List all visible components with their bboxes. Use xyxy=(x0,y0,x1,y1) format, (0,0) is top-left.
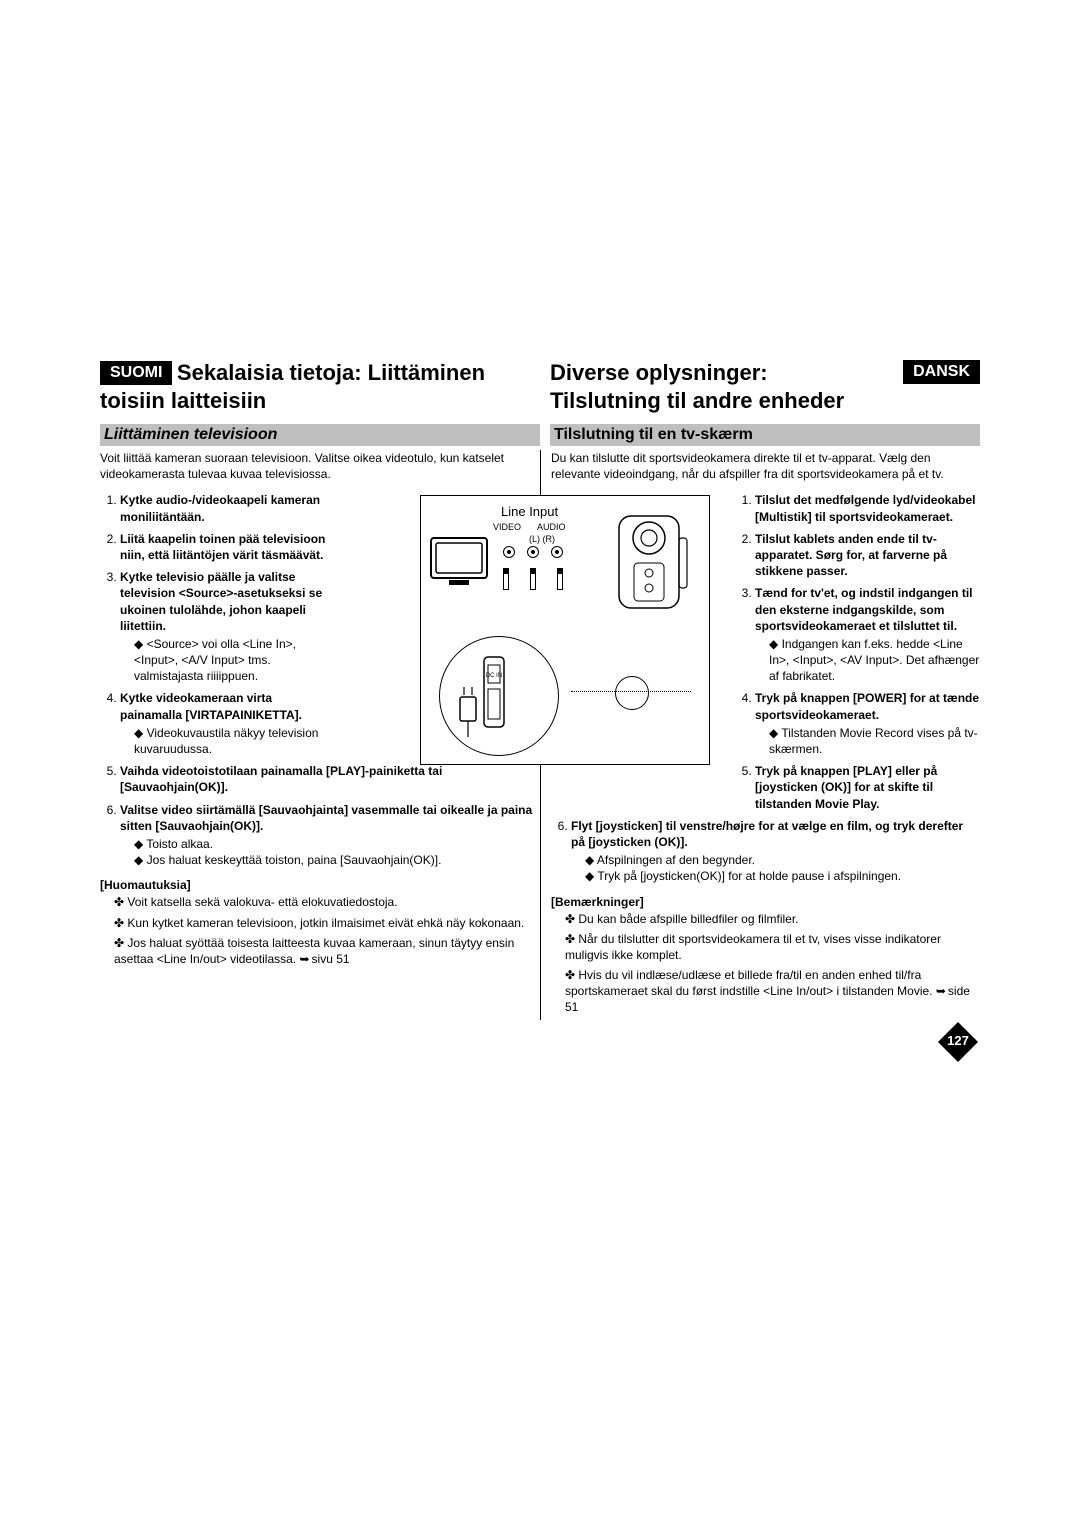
svg-text:DC IN: DC IN xyxy=(486,673,502,679)
right-step-3-sub: Indgangen kan f.eks. hedde <Line In>, <I… xyxy=(755,636,980,685)
right-notes-title: [Bemærkninger] xyxy=(551,895,980,909)
left-step-1-title: Kytke audio-/videokaapeli kameran monili… xyxy=(120,493,320,523)
right-notes: Du kan både afspille billedfiler og film… xyxy=(551,911,980,1016)
multijack-detail-icon: DC IN xyxy=(440,637,560,757)
plug-audio-l-icon xyxy=(530,568,536,590)
diagram-lr-label: (L) (R) xyxy=(529,534,555,544)
right-step-5: Tryk på knappen [PLAY] eller på [joystic… xyxy=(755,763,980,812)
diagram-plugs xyxy=(503,568,563,590)
right-chapter-title-1: Diverse oplysninger: xyxy=(550,360,768,385)
jack-audio-l-icon xyxy=(527,546,539,558)
left-step-2-title: Liitä kaapelin toinen pää televisioon ni… xyxy=(120,532,325,562)
page-number: 127 xyxy=(936,1033,980,1048)
plug-audio-r-icon xyxy=(557,568,563,590)
right-note-3-text: Hvis du vil indlæse/udlæse et billede fr… xyxy=(565,968,936,998)
right-chapter-title-2: Tilslutning til andre enheder xyxy=(550,388,980,414)
tv-icon xyxy=(429,536,489,586)
right-step-4-title: Tryk på knappen [POWER] for at tænde spo… xyxy=(755,691,979,721)
left-step-3-sub: <Source> voi olla <Line In>, <Input>, <A… xyxy=(120,636,330,685)
right-step-4-sub: Tilstanden Movie Record vises på tv-skær… xyxy=(755,725,980,757)
left-step-4-title: Kytke videokameraan virta painamalla [VI… xyxy=(120,691,302,721)
diagram-audio-label: AUDIO xyxy=(537,522,566,532)
right-note-1: Du kan både afspille billedfiler og film… xyxy=(565,911,980,927)
connection-diagram: Line Input VIDEO AUDIO (L) (R) DC IN xyxy=(420,495,710,765)
plug-video-icon xyxy=(503,568,509,590)
left-step-2: Liitä kaapelin toinen pää televisioon ni… xyxy=(120,531,330,563)
left-step-6-sub-2: Jos haluat keskeyttää toiston, paina [Sa… xyxy=(134,852,534,868)
right-step-6-sub-2: Tryk på [joysticken(OK)] for at holde pa… xyxy=(585,868,980,884)
right-step-3-sub-1: Indgangen kan f.eks. hedde <Line In>, <I… xyxy=(769,636,980,685)
right-step-3: Tænd for tv'et, og indstil indgangen til… xyxy=(755,585,980,684)
left-step-1: Kytke audio-/videokaapeli kameran monili… xyxy=(120,492,330,524)
title-row: SUOMI Sekalaisia tietoja: Liittäminen to… xyxy=(100,360,980,446)
left-steps-cont: Vaihda videotoistotilaan painamalla [PLA… xyxy=(100,763,534,868)
page-number-badge: 127 xyxy=(936,1020,980,1064)
right-step-2-title: Tilslut kablets anden ende til tv-appara… xyxy=(755,532,947,578)
left-step-5-title: Vaihda videotoistotilaan painamalla [PLA… xyxy=(120,764,442,794)
right-step-6-sub: Afspilningen af den begynder. Tryk på [j… xyxy=(571,852,980,884)
right-intro: Du kan tilslutte dit sportsvideokamera d… xyxy=(551,450,980,482)
left-intro: Voit liittää kameran suoraan televisioon… xyxy=(100,450,534,482)
diagram-jacks xyxy=(503,546,563,562)
zoom-detail-circle: DC IN xyxy=(439,636,559,756)
right-narrow-steps: Tilslut det medfølgende lyd/videokabel [… xyxy=(735,492,980,811)
diagram-video-label: VIDEO xyxy=(493,522,521,532)
jack-audio-r-icon xyxy=(551,546,563,558)
left-step-4: Kytke videokameraan virta painamalla [VI… xyxy=(120,690,330,757)
left-step-4-sub-1: Videokuvaustila näkyy television kuvaruu… xyxy=(134,725,330,757)
jack-video-icon xyxy=(503,546,515,558)
left-step-3: Kytke televisio päälle ja valitse televi… xyxy=(120,569,330,684)
right-step-2: Tilslut kablets anden ende til tv-appara… xyxy=(755,531,980,580)
left-note-3: Jos haluat syöttää toisesta laitteesta k… xyxy=(114,935,534,967)
left-step-6-title: Valitse video siirtämällä [Sauvaohjainta… xyxy=(120,803,532,833)
camcorder-icon xyxy=(604,508,699,618)
right-step-3-title: Tænd for tv'et, og indstil indgangen til… xyxy=(755,586,973,632)
left-step-4-sub: Videokuvaustila näkyy television kuvaruu… xyxy=(120,725,330,757)
left-note-1: Voit katsella sekä valokuva- että elokuv… xyxy=(114,894,534,910)
right-title-col: DANSK Diverse oplysninger: Tilslutning t… xyxy=(540,360,980,446)
left-notes: Voit katsella sekä valokuva- että elokuv… xyxy=(100,894,534,967)
left-step-3-sub-1: <Source> voi olla <Line In>, <Input>, <A… xyxy=(134,636,330,685)
left-step-6-sub: Toisto alkaa. Jos haluat keskeyttää tois… xyxy=(120,836,534,868)
left-narrow-steps: Kytke audio-/videokaapeli kameran monili… xyxy=(100,492,330,757)
right-step-5-title: Tryk på knappen [PLAY] eller på [joystic… xyxy=(755,764,937,810)
left-step-6-sub-1: Toisto alkaa. xyxy=(134,836,534,852)
left-note-2: Kun kytket kameran televisioon, jotkin i… xyxy=(114,915,534,931)
left-steps: Kytke audio-/videokaapeli kameran monili… xyxy=(100,492,330,757)
left-step-5: Vaihda videotoistotilaan painamalla [PLA… xyxy=(120,763,534,795)
right-section-title: Tilslutning til en tv-skærm xyxy=(550,424,980,446)
right-steps: Tilslut det medfølgende lyd/videokabel [… xyxy=(735,492,980,811)
lang-badge-suomi: SUOMI xyxy=(100,361,172,385)
right-step-4: Tryk på knappen [POWER] for at tænde spo… xyxy=(755,690,980,757)
magnifier-icon xyxy=(615,676,649,710)
right-steps-cont: Flyt [joysticken] til venstre/højre for … xyxy=(551,818,980,885)
right-step-6-title: Flyt [joysticken] til venstre/højre for … xyxy=(571,819,963,849)
left-chapter-title-1b: Sekalaisia tietoja: Liittäminen xyxy=(177,360,485,385)
left-notes-title: [Huomautuksia] xyxy=(100,878,534,892)
left-step-6: Valitse video siirtämällä [Sauvaohjainta… xyxy=(120,802,534,869)
left-page-ref: sivu 51 xyxy=(299,952,349,966)
left-title-col: SUOMI Sekalaisia tietoja: Liittäminen to… xyxy=(100,360,540,446)
right-note-2: Når du tilslutter dit sportsvideokamera … xyxy=(565,931,980,963)
left-section-title: Liittäminen televisioon xyxy=(100,424,540,446)
left-chapter-title-2: toisiin laitteisiin xyxy=(100,388,540,414)
right-step-6-sub-1: Afspilningen af den begynder. xyxy=(585,852,980,868)
left-step-3-title: Kytke televisio päälle ja valitse televi… xyxy=(120,570,322,633)
right-step-6: Flyt [joysticken] til venstre/højre for … xyxy=(571,818,980,885)
lang-badge-dansk: DANSK xyxy=(903,360,980,384)
right-note-3: Hvis du vil indlæse/udlæse et billede fr… xyxy=(565,967,980,1016)
right-step-4-sub-1: Tilstanden Movie Record vises på tv-skær… xyxy=(769,725,980,757)
diagram-line-input-label: Line Input xyxy=(501,504,558,519)
right-step-1-title: Tilslut det medfølgende lyd/videokabel [… xyxy=(755,493,976,523)
right-step-1: Tilslut det medfølgende lyd/videokabel [… xyxy=(755,492,980,524)
